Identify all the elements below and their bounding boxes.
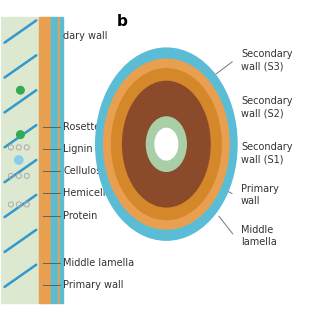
Bar	[51, 17, 58, 303]
Ellipse shape	[95, 47, 238, 241]
Bar	[1, 17, 49, 303]
Ellipse shape	[154, 128, 178, 161]
Text: Secondary
wall (S3): Secondary wall (S3)	[241, 49, 292, 71]
Text: Primary
wall: Primary wall	[241, 184, 279, 206]
Text: Lignin: Lignin	[63, 144, 93, 154]
Circle shape	[15, 156, 23, 164]
Text: b: b	[116, 14, 127, 29]
Ellipse shape	[103, 59, 230, 230]
Text: Rosette: Rosette	[63, 122, 100, 132]
Ellipse shape	[111, 68, 222, 220]
Text: Middle
lamella: Middle lamella	[241, 225, 277, 247]
Bar	[58, 17, 60, 303]
Text: Secondary
wall (S2): Secondary wall (S2)	[241, 96, 292, 119]
Ellipse shape	[122, 81, 211, 208]
Bar	[39, 17, 51, 303]
Bar	[60, 17, 63, 303]
Text: Hemicellulose: Hemicellulose	[63, 188, 132, 198]
Text: Middle lamella: Middle lamella	[63, 258, 134, 268]
Text: Secondary
wall (S1): Secondary wall (S1)	[241, 142, 292, 165]
Text: Protein: Protein	[63, 211, 98, 220]
Circle shape	[17, 86, 24, 94]
Text: Primary wall: Primary wall	[63, 280, 124, 290]
Text: Cellulose: Cellulose	[63, 166, 108, 176]
Circle shape	[17, 131, 24, 139]
Text: dary wall: dary wall	[63, 31, 108, 41]
Ellipse shape	[146, 116, 187, 172]
